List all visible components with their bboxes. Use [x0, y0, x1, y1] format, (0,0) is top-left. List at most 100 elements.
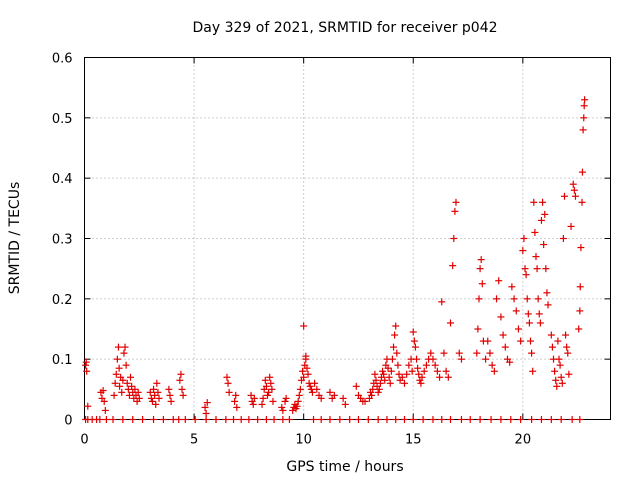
data-point	[258, 400, 266, 408]
data-point	[175, 416, 183, 423]
data-point	[110, 391, 118, 399]
data-point	[554, 337, 562, 345]
data-point	[82, 358, 90, 366]
data-point	[499, 331, 507, 339]
data-point	[383, 416, 391, 423]
data-point	[165, 385, 173, 393]
data-point	[128, 382, 136, 390]
data-point	[125, 391, 133, 399]
data-point	[150, 385, 158, 393]
data-point	[497, 313, 505, 321]
data-point	[264, 391, 272, 399]
data-point	[551, 367, 559, 375]
data-point	[254, 416, 262, 423]
data-point	[569, 180, 577, 188]
data-point	[102, 416, 110, 423]
data-point	[455, 349, 463, 357]
data-point	[295, 391, 303, 399]
data-point	[306, 382, 314, 390]
data-point	[148, 397, 156, 405]
data-point	[531, 228, 539, 236]
data-point	[394, 361, 402, 369]
axis-ticks	[84, 57, 611, 420]
data-point	[519, 247, 527, 255]
data-point	[543, 289, 551, 297]
data-point	[191, 416, 199, 423]
data-point	[487, 416, 495, 423]
data-point	[405, 361, 413, 369]
data-point	[278, 403, 286, 411]
data-point	[544, 301, 552, 309]
data-point	[101, 406, 109, 414]
chart-title: Day 329 of 2021, SRMTID for receiver p04…	[192, 20, 497, 36]
data-point	[380, 370, 388, 378]
data-point	[533, 265, 541, 273]
data-point	[83, 367, 91, 375]
data-point	[232, 391, 240, 399]
data-point	[282, 394, 290, 402]
data-point	[409, 328, 417, 336]
data-point	[124, 385, 132, 393]
data-point	[390, 343, 398, 351]
data-point	[417, 379, 425, 387]
data-point	[262, 416, 270, 423]
data-point	[371, 370, 379, 378]
data-point	[535, 310, 543, 318]
data-point	[558, 379, 566, 387]
y-tick-label: 0.2	[52, 293, 73, 308]
data-point	[431, 361, 439, 369]
data-point	[330, 391, 338, 399]
data-point	[119, 376, 127, 384]
data-point	[484, 337, 492, 345]
data-point	[419, 416, 427, 423]
data-point	[440, 349, 448, 357]
data-point	[457, 416, 465, 423]
data-point	[392, 322, 400, 330]
data-point	[139, 416, 147, 423]
x-tick-label: 0	[80, 433, 88, 448]
data-point	[414, 364, 422, 372]
data-point	[501, 343, 509, 351]
data-point	[131, 385, 139, 393]
data-point	[202, 409, 210, 417]
data-point	[524, 310, 532, 318]
data-point	[379, 367, 387, 375]
data-point	[178, 385, 186, 393]
data-point	[121, 343, 129, 351]
data-point	[476, 265, 484, 273]
data-point	[577, 244, 585, 252]
data-point	[317, 394, 325, 402]
data-point	[150, 416, 158, 423]
data-point	[450, 235, 458, 242]
data-point	[308, 388, 316, 396]
data-point	[281, 397, 289, 405]
data-point	[167, 397, 175, 405]
data-point	[442, 367, 450, 375]
data-point	[122, 361, 130, 369]
data-point	[514, 325, 522, 333]
data-point	[575, 325, 583, 333]
data-point	[473, 349, 481, 357]
data-point	[304, 370, 312, 378]
data-point	[387, 367, 395, 375]
data-point	[452, 198, 460, 206]
data-point	[262, 382, 270, 390]
data-point	[339, 394, 347, 402]
data-point	[233, 403, 241, 411]
data-point	[537, 416, 545, 423]
data-point	[506, 358, 514, 366]
data-point	[127, 373, 135, 381]
data-point	[576, 283, 584, 291]
data-point	[393, 349, 401, 357]
data-point	[225, 388, 233, 396]
data-point	[230, 416, 238, 423]
data-point	[84, 402, 92, 410]
data-point	[552, 376, 560, 384]
data-point	[521, 265, 529, 273]
data-point	[528, 349, 536, 357]
data-point	[418, 373, 426, 381]
data-point	[525, 319, 533, 327]
data-point	[474, 325, 482, 333]
data-point	[529, 367, 537, 375]
data-point	[547, 416, 555, 423]
